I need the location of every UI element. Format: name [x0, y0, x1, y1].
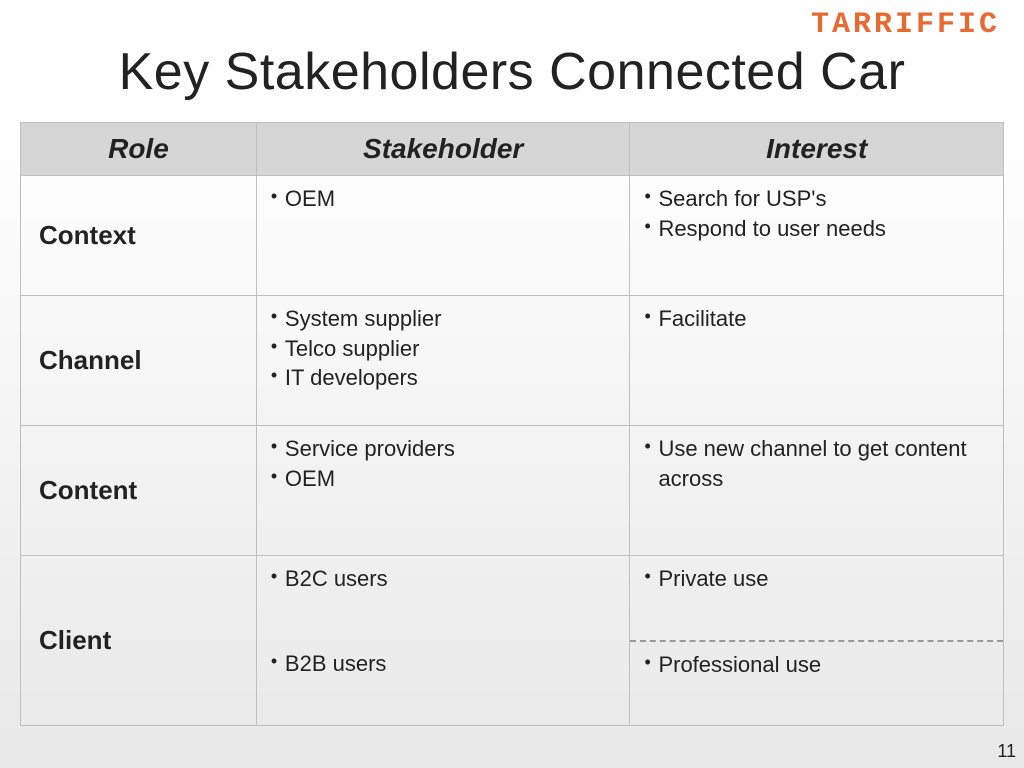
list-item: OEM	[271, 464, 620, 494]
stakeholder-cell: B2C users B2B users	[256, 556, 630, 726]
role-cell: Channel	[21, 296, 257, 426]
interest-cell: Facilitate	[630, 296, 1004, 426]
col-header-interest: Interest	[630, 123, 1004, 176]
table-row: Context OEM Search for USP's Respond to …	[21, 176, 1004, 296]
list-item: Professional use	[644, 650, 993, 680]
interest-cell: Private use Professional use	[630, 556, 1004, 726]
page-number: 11	[997, 741, 1016, 762]
col-header-stakeholder: Stakeholder	[256, 123, 630, 176]
list-item: Search for USP's	[644, 184, 993, 214]
list-item: Use new channel to get content across	[644, 434, 993, 493]
role-cell: Client	[21, 556, 257, 726]
stakeholder-cell: System supplier Telco supplier IT develo…	[256, 296, 630, 426]
brand-logo: TARRIFFIC	[811, 8, 1000, 42]
list-item: Respond to user needs	[644, 214, 993, 244]
interest-cell: Search for USP's Respond to user needs	[630, 176, 1004, 296]
table-header-row: Role Stakeholder Interest	[21, 123, 1004, 176]
col-header-role: Role	[21, 123, 257, 176]
stakeholder-cell: Service providers OEM	[256, 426, 630, 556]
table-row: Content Service providers OEM Use new ch…	[21, 426, 1004, 556]
interest-cell: Use new channel to get content across	[630, 426, 1004, 556]
stakeholder-cell: OEM	[256, 176, 630, 296]
list-item: Facilitate	[644, 304, 993, 334]
stakeholder-table: Role Stakeholder Interest Context OEM Se…	[20, 122, 1004, 726]
role-cell: Context	[21, 176, 257, 296]
table-row: Client B2C users B2B users	[21, 556, 1004, 726]
list-item: B2C users	[271, 564, 620, 594]
list-item: Telco supplier	[271, 334, 620, 364]
table-row: Channel System supplier Telco supplier I…	[21, 296, 1004, 426]
list-item: Private use	[644, 564, 993, 594]
list-item: Service providers	[271, 434, 620, 464]
list-item: B2B users	[271, 649, 620, 679]
role-cell: Content	[21, 426, 257, 556]
list-item: OEM	[271, 184, 620, 214]
list-item: System supplier	[271, 304, 620, 334]
list-item: IT developers	[271, 363, 620, 393]
